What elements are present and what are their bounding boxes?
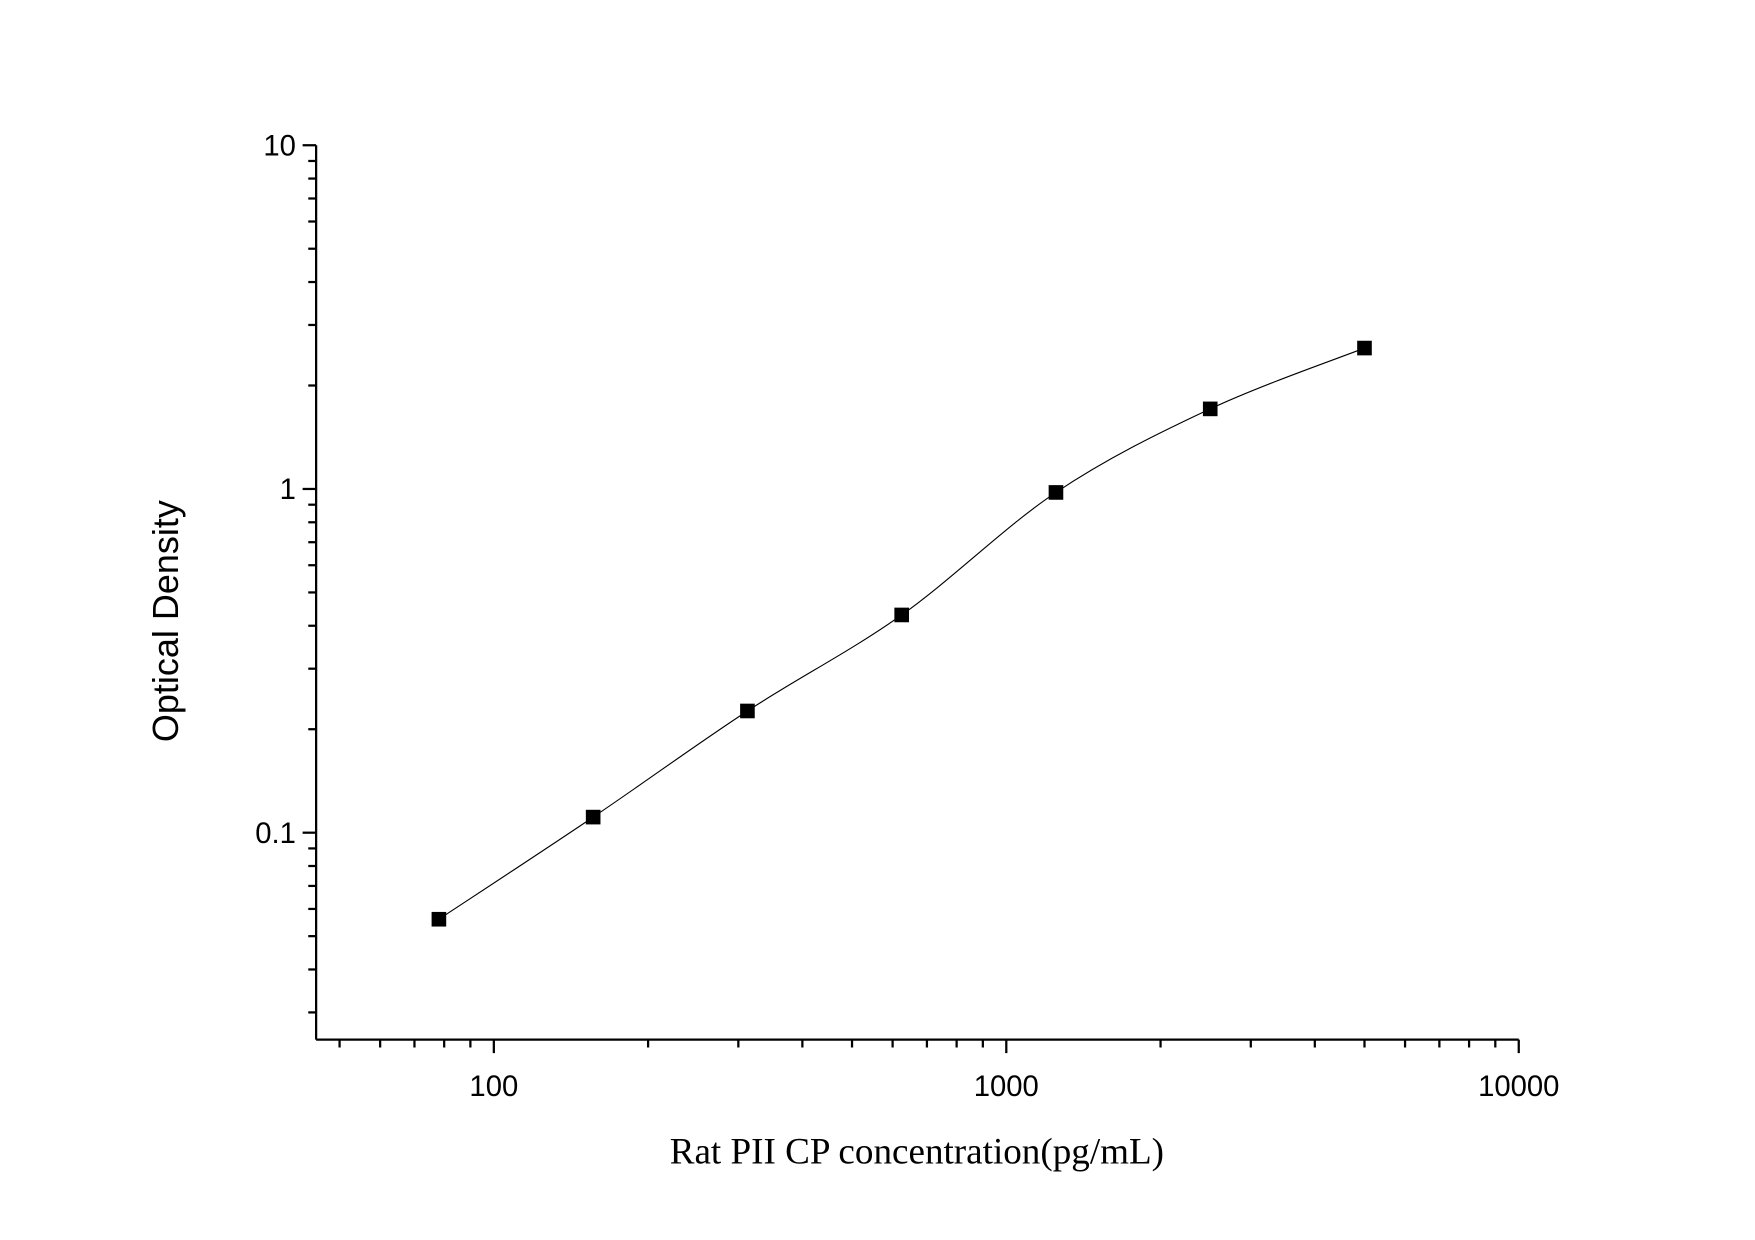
y-tick-label: 0.1 bbox=[255, 818, 296, 850]
data-point bbox=[1357, 340, 1372, 356]
tick-labels: 100 1000 10000 0.1 1 10 bbox=[255, 130, 1559, 1103]
data-point bbox=[585, 809, 601, 825]
y-tick-label: 10 bbox=[263, 130, 296, 162]
ticks bbox=[302, 144, 1520, 1054]
axes bbox=[315, 145, 1519, 1041]
data-point bbox=[1202, 401, 1218, 417]
data-points bbox=[431, 340, 1372, 927]
data-point bbox=[740, 703, 755, 719]
x-axis-title: Rat PII CP concentration(pg/mL) bbox=[670, 1131, 1164, 1172]
fit-curve bbox=[438, 347, 1365, 920]
x-tick-label: 100 bbox=[469, 1071, 518, 1103]
data-point bbox=[1048, 485, 1064, 500]
y-tick-label: 1 bbox=[280, 474, 296, 506]
data-point bbox=[431, 911, 447, 927]
x-tick-label: 1000 bbox=[974, 1071, 1039, 1103]
data-point bbox=[894, 607, 910, 623]
x-tick-label: 10000 bbox=[1478, 1071, 1559, 1103]
y-axis-title: Optical Density bbox=[145, 500, 186, 742]
